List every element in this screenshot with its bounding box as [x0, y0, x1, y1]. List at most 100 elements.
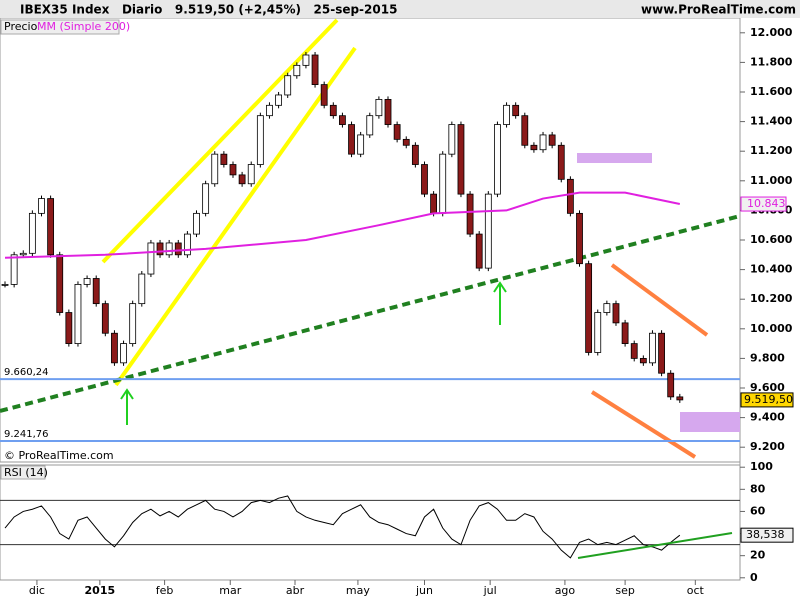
candle	[238, 174, 246, 185]
y-tick-label: 11.800	[750, 55, 793, 68]
candle	[384, 99, 392, 125]
zone	[680, 412, 740, 432]
candle	[439, 153, 447, 214]
candle	[92, 278, 100, 305]
candle	[466, 193, 474, 235]
candle	[101, 303, 109, 334]
candle	[320, 84, 328, 106]
price-panel	[0, 17, 741, 463]
y-tick-label: 12.000	[750, 26, 793, 39]
y-tick-label: 20	[750, 549, 766, 562]
y-tick-label: 10.600	[750, 233, 793, 246]
legend-box	[0, 465, 46, 480]
candle	[1, 283, 9, 286]
candle	[211, 153, 219, 185]
trend-line	[590, 390, 697, 459]
x-tick-label: feb	[156, 584, 174, 597]
candle	[284, 75, 292, 96]
candle	[165, 242, 173, 256]
candle	[38, 198, 45, 214]
candle	[594, 312, 602, 353]
candle	[202, 183, 210, 214]
candle	[275, 94, 282, 106]
last-value-box	[740, 527, 794, 543]
y-tick-label: 10.000	[750, 322, 793, 335]
x-tick-label: ago	[555, 584, 576, 597]
candle	[503, 104, 510, 125]
x-tick-label: 2015	[85, 584, 116, 597]
y-tick-label: 60	[750, 504, 766, 517]
candle	[475, 233, 483, 269]
price-plot	[0, 52, 740, 443]
trend-line	[101, 18, 339, 264]
candle	[557, 144, 565, 180]
candle	[411, 144, 419, 165]
trend-line	[114, 46, 357, 387]
y-tick-label: 11.400	[750, 115, 793, 128]
candle	[612, 303, 620, 324]
ma-label: 10.843	[747, 197, 786, 210]
x-tick-label: abr	[286, 584, 305, 597]
candle	[111, 332, 118, 364]
candle	[193, 212, 200, 235]
candle	[576, 212, 583, 265]
x-tick-label: oct	[687, 584, 705, 597]
last-value-label: 38,538	[746, 528, 785, 541]
y-tick-label: 11.000	[750, 174, 793, 187]
candle	[421, 164, 428, 195]
candle	[174, 242, 182, 256]
candle	[366, 115, 374, 136]
legend-box	[0, 19, 120, 35]
candle	[83, 278, 91, 285]
header-title: IBEX35 Index Diario 9.519,50 (+2,45%) 25…	[20, 3, 397, 17]
y-tick-label: 9.800	[750, 351, 785, 364]
candle	[229, 164, 237, 176]
candle	[266, 104, 273, 117]
trend-line	[577, 532, 733, 559]
y-tick-label: 0	[750, 571, 758, 584]
candle	[621, 322, 629, 345]
candle	[256, 115, 264, 165]
candle	[339, 115, 346, 125]
y-tick-label: 100	[750, 460, 773, 473]
candle	[494, 124, 501, 195]
candle	[147, 242, 155, 275]
candle	[649, 332, 656, 364]
candle	[630, 343, 638, 359]
x-tick-label: mar	[219, 584, 241, 597]
y-tick-label: 9.600	[750, 381, 785, 394]
candle	[639, 357, 647, 364]
candle	[65, 312, 73, 344]
level-label: 9.660,24	[4, 367, 49, 378]
zone	[577, 153, 652, 163]
candle	[47, 198, 55, 256]
candle	[548, 134, 556, 146]
rsi-line	[4, 495, 681, 559]
x-tick-label: jul	[483, 584, 497, 597]
rsi-plot	[0, 495, 740, 559]
candle	[10, 254, 18, 285]
y-tick-label: 80	[750, 482, 766, 495]
candle	[457, 124, 465, 195]
arrow	[120, 388, 134, 425]
y-tick-label: 9.200	[750, 440, 785, 453]
candle	[293, 64, 301, 77]
candle	[311, 54, 319, 86]
rsi-label: RSI (14)	[4, 466, 48, 479]
y-tick-label: 9.400	[750, 411, 785, 424]
candle	[156, 242, 164, 256]
ma-box	[740, 196, 787, 212]
candle	[393, 124, 401, 140]
x-tick-label: sep	[615, 584, 634, 597]
candle	[375, 99, 383, 117]
y-tick-label: 10.200	[750, 292, 793, 305]
candle	[329, 104, 337, 117]
candle	[667, 372, 675, 398]
arrow	[493, 281, 507, 325]
trend-line	[610, 263, 709, 337]
x-tick-label: dic	[29, 584, 45, 597]
rsi-panel	[0, 464, 741, 581]
y-tick-label: 11.600	[750, 85, 793, 98]
moving-average	[4, 191, 681, 259]
candle	[585, 263, 593, 353]
